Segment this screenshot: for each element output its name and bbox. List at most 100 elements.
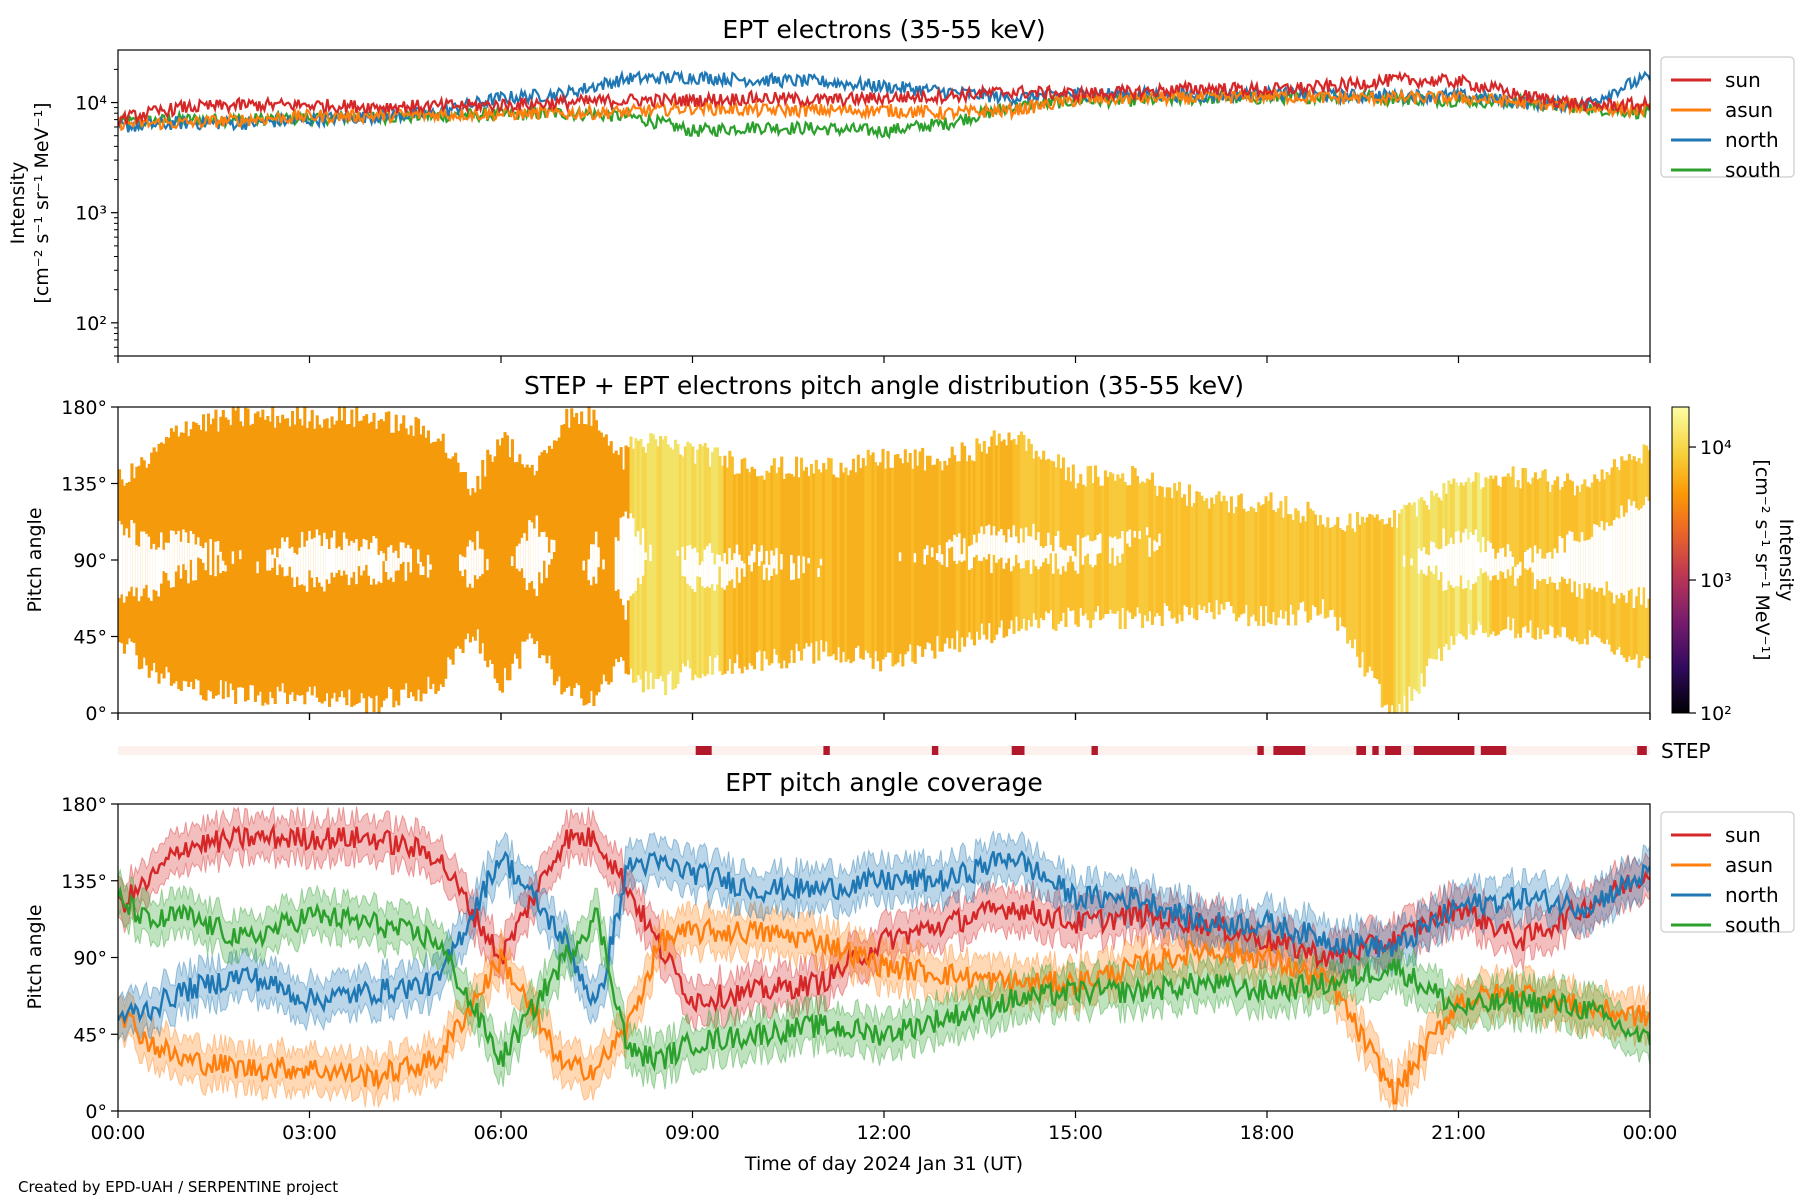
pad-gap (720, 561, 724, 588)
pad-column (414, 417, 418, 701)
pad-gap (476, 531, 480, 580)
pad-gap (204, 542, 208, 571)
pad-gap (1094, 540, 1098, 566)
pad-gap (481, 549, 485, 575)
pad-gap (1511, 557, 1515, 567)
pad-gap (515, 546, 519, 569)
pad-gap (276, 557, 280, 576)
pad-gap (145, 533, 149, 585)
pad-column (1165, 487, 1169, 606)
pad-gap (1454, 531, 1458, 586)
pad-column (508, 457, 512, 681)
pad-gap (718, 554, 722, 567)
pad-column (965, 461, 969, 638)
pad-gap (1052, 551, 1056, 574)
pad-gap (538, 536, 542, 573)
pad-gap (1044, 546, 1048, 559)
pad-column (612, 453, 616, 667)
pad-gap (1138, 530, 1142, 539)
pad-column (842, 472, 846, 652)
pad-gap (992, 526, 996, 555)
pad-gap (192, 534, 196, 581)
pad-gap (342, 532, 346, 571)
pad-gap (708, 543, 712, 588)
pad-gap (1477, 542, 1481, 577)
pad-gap (1635, 508, 1639, 597)
pad-gap (1022, 542, 1026, 569)
pad-gap (1484, 552, 1488, 572)
pad-column (263, 419, 267, 703)
pad-gap (389, 545, 393, 578)
pad-gap (197, 537, 201, 558)
pad-gap (738, 554, 742, 583)
pad-gap (325, 539, 329, 580)
pad-column (1351, 528, 1355, 649)
pad-column (449, 458, 453, 660)
pad-gap (347, 545, 351, 586)
pad-column (1267, 501, 1271, 623)
pad-column (812, 473, 816, 664)
y-tick-label: 10⁴ (75, 93, 107, 115)
pad-column (1358, 524, 1362, 668)
pad-gap (1042, 548, 1046, 563)
pad-column (856, 454, 860, 646)
pad-column (933, 464, 937, 659)
pad-column (674, 439, 678, 689)
y-tick-label: 10² (75, 313, 107, 335)
pad-column (809, 464, 813, 643)
y-tick-label: 180° (61, 397, 107, 419)
pad-gap (765, 551, 769, 568)
pad-gap (1410, 558, 1414, 566)
pad-gap (1479, 552, 1483, 569)
pad-gap (367, 549, 371, 576)
pad-gap (597, 547, 601, 568)
pad-column (1346, 525, 1350, 644)
pad-gap (155, 549, 159, 591)
pad-column (1294, 508, 1298, 626)
pad-gap (1578, 542, 1582, 585)
pad-gap (750, 550, 754, 572)
series-line-north (118, 69, 1650, 133)
pad-gap (1442, 528, 1446, 591)
pad-column (557, 437, 561, 677)
pad-gap (683, 559, 687, 577)
pad-column (580, 411, 584, 699)
pad-gap (1145, 527, 1149, 536)
pad-column (434, 441, 438, 694)
pad-gap (1010, 537, 1014, 572)
pad-gap (1447, 543, 1451, 581)
pad-column (916, 465, 920, 646)
pad-gap (772, 555, 776, 569)
pad-gap (291, 546, 295, 578)
pad-column (921, 447, 925, 657)
pad-column (424, 437, 428, 694)
pad-column (701, 446, 705, 674)
pad-gap (748, 555, 752, 565)
pad-gap (602, 559, 606, 570)
pad-column (827, 457, 831, 657)
pad-column (1005, 445, 1009, 637)
pad-column (1306, 501, 1310, 623)
pad-column (1494, 475, 1498, 636)
pad-column (510, 439, 514, 664)
pad-gap (216, 541, 220, 556)
pad-column (1279, 501, 1283, 611)
pad-gap (118, 520, 122, 598)
pad-column (1543, 469, 1547, 635)
pad-gap (271, 554, 275, 568)
pad-column (1440, 500, 1444, 661)
pad-gap (310, 539, 314, 578)
pad-column (997, 433, 1001, 628)
pad-gap (387, 547, 391, 580)
pad-column (787, 473, 791, 664)
pad-column (1133, 468, 1137, 617)
pad-column (1422, 500, 1426, 687)
pad-gap (404, 547, 408, 581)
pad-column (446, 458, 450, 658)
pad-gap (930, 547, 934, 558)
pad-column (1380, 519, 1384, 708)
pad-gap (1017, 543, 1021, 563)
pad-column (1309, 508, 1313, 620)
pad-gap (1029, 536, 1033, 574)
